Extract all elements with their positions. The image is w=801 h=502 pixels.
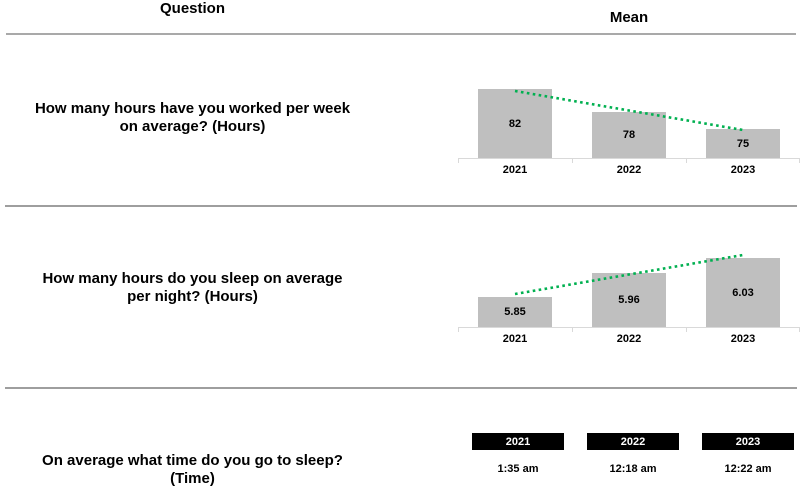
x-axis-category-label: 2023 xyxy=(730,333,756,345)
row-separator xyxy=(5,387,797,389)
axis-tick xyxy=(572,159,573,163)
x-axis-category-label: 2023 xyxy=(730,164,756,176)
axis-tick xyxy=(799,159,800,163)
axis-tick xyxy=(458,159,459,163)
axis-tick xyxy=(686,328,687,332)
question-line: How many hours do you sleep on average xyxy=(42,270,343,287)
x-axis-category-label: 2021 xyxy=(502,164,528,176)
chart-plot-area: 82 78 75 xyxy=(458,78,800,158)
year-header-box: 2022 xyxy=(587,433,679,450)
question-line: (Time) xyxy=(170,470,215,487)
mean-column-header: Mean xyxy=(609,9,649,26)
bar-value-label: 82 xyxy=(508,117,522,130)
bar-value-label: 75 xyxy=(736,137,750,150)
x-axis-category-label: 2021 xyxy=(502,333,528,345)
time-value: 12:18 am xyxy=(609,463,657,475)
time-value: 1:35 am xyxy=(497,463,539,475)
row-separator xyxy=(5,205,797,207)
x-axis-category-label: 2022 xyxy=(616,333,642,345)
year-header-box: 2023 xyxy=(702,433,794,450)
bar-value-label: 5.85 xyxy=(504,306,526,318)
bar-value-label: 78 xyxy=(622,129,636,141)
time-value: 12:22 am xyxy=(724,463,772,475)
bar-chart-work-hours: 82 78 75 2021 2022 2023 xyxy=(458,78,800,176)
x-axis-category-label: 2022 xyxy=(616,164,642,176)
question-text-work-hours: How many hours have you worked per week … xyxy=(0,100,385,136)
chart-plot-area: 5.85 5.96 6.03 xyxy=(458,247,800,327)
bar: 75 xyxy=(706,129,780,158)
x-axis-line xyxy=(458,327,800,328)
axis-tick xyxy=(458,328,459,332)
question-line: How many hours have you worked per week xyxy=(34,100,351,117)
question-line: On average what time do you go to sleep? xyxy=(42,452,343,469)
bar: 5.96 xyxy=(592,273,666,327)
bar-chart-sleep-hours: 5.85 5.96 6.03 2021 2022 2023 xyxy=(458,247,800,345)
axis-tick xyxy=(799,328,800,332)
bar: 82 xyxy=(478,89,552,158)
x-axis-line xyxy=(458,158,800,159)
bar: 5.85 xyxy=(478,297,552,327)
axis-tick xyxy=(686,159,687,163)
bar: 78 xyxy=(592,112,666,158)
bar-value-label: 5.96 xyxy=(618,294,640,306)
question-line: per night? (Hours) xyxy=(127,288,258,305)
question-column-header: Question xyxy=(159,0,225,17)
question-text-sleep-time: On average what time do you go to sleep?… xyxy=(0,452,385,488)
question-line: on average? (Hours) xyxy=(119,118,266,135)
year-header-box: 2021 xyxy=(472,433,564,450)
bar-value-label: 6.03 xyxy=(732,286,754,299)
axis-tick xyxy=(572,328,573,332)
header-separator xyxy=(6,33,796,35)
bar: 6.03 xyxy=(706,258,780,327)
year-time-table: 2021 1:35 am 2022 12:18 am 2023 12:22 am xyxy=(458,433,800,483)
question-text-sleep-hours: How many hours do you sleep on average p… xyxy=(0,270,385,306)
